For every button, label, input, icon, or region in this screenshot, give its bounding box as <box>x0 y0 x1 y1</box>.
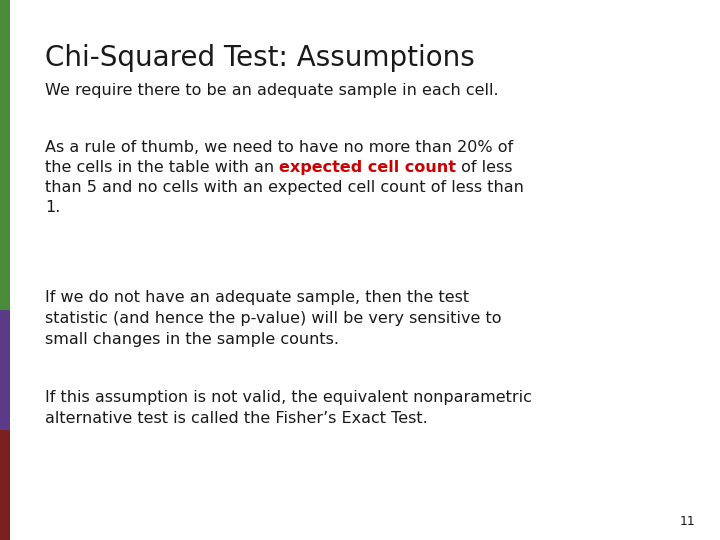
Text: than 5 and no cells with an expected cell count of less than: than 5 and no cells with an expected cel… <box>45 180 524 195</box>
Text: of less: of less <box>456 160 513 175</box>
Text: 11: 11 <box>679 515 695 528</box>
Bar <box>0 0 10 310</box>
Bar <box>0 310 10 430</box>
Text: If we do not have an adequate sample, then the test
statistic (and hence the p-v: If we do not have an adequate sample, th… <box>45 290 502 347</box>
Bar <box>0 430 10 540</box>
Text: the cells in the table with an: the cells in the table with an <box>45 160 279 175</box>
Text: If this assumption is not valid, the equivalent nonparametric
alternative test i: If this assumption is not valid, the equ… <box>45 390 532 426</box>
Text: Chi-Squared Test: Assumptions: Chi-Squared Test: Assumptions <box>45 44 474 72</box>
Text: We require there to be an adequate sample in each cell.: We require there to be an adequate sampl… <box>45 83 499 98</box>
Text: expected cell count: expected cell count <box>279 160 456 175</box>
Text: As a rule of thumb, we need to have no more than 20% of: As a rule of thumb, we need to have no m… <box>45 140 513 155</box>
Text: 1.: 1. <box>45 200 60 215</box>
